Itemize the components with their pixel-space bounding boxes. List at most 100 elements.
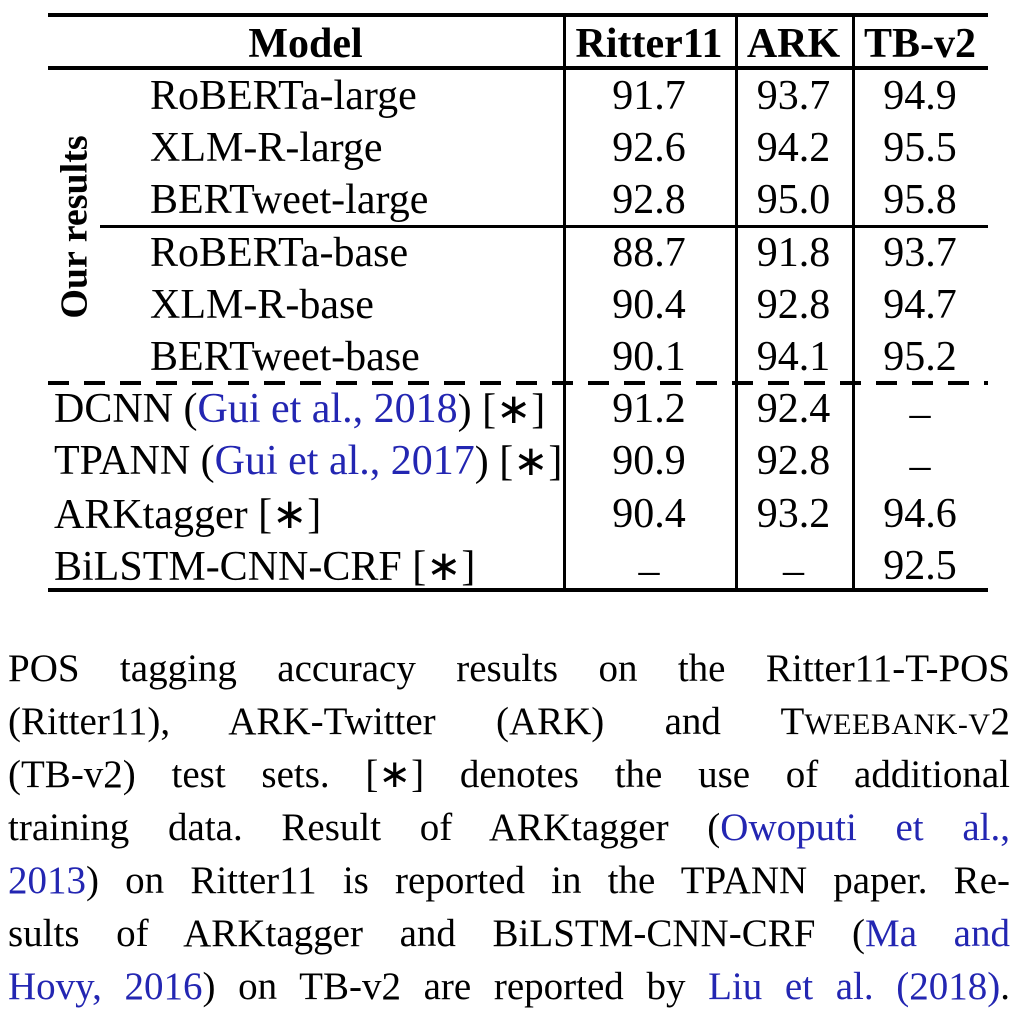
score-cell: 91.2 (563, 383, 735, 435)
caption-line: Hovy, 2016) on TB-v2 are reported by Liu… (8, 960, 1010, 1013)
model-name-cell: ARKtagger [∗] (48, 488, 563, 540)
score-cell: 95.5 (852, 122, 988, 174)
citation-link[interactable]: Owoputi et al., (720, 806, 1010, 849)
score-cell-empty: – (852, 435, 988, 489)
score-value: 94.9 (883, 73, 957, 120)
caption-line: training data. Result of ARKtagger (Owop… (8, 801, 1010, 854)
column-divider-3 (852, 13, 855, 592)
model-name-cell: TPANN (Gui et al., 2017) [∗] (48, 435, 563, 487)
score-cell: 95.2 (852, 331, 988, 383)
text-segment (874, 965, 897, 1008)
score-cell: 92.5 (852, 540, 988, 592)
text-segment: ) [∗] (474, 439, 563, 486)
text-segment: (TB-v2) test sets. [∗] denotes the use o… (8, 753, 1010, 796)
score-cell: 88.7 (563, 227, 735, 279)
score-cell: 94.1 (735, 331, 852, 383)
header-cell-model: Model (248, 20, 363, 67)
table-top-rule (48, 13, 988, 17)
text-segment: POS tagging accuracy results on the Ritt… (8, 647, 1010, 690)
text-segment: ) on Ritter11 is reported in the TPANN p… (86, 859, 1010, 902)
header-cell-ritter11: Ritter11 (575, 20, 723, 67)
score-value: 95.0 (756, 177, 831, 224)
score-value: 93.7 (883, 229, 957, 276)
text-segment: XLM-R-base (150, 281, 374, 328)
text-segment: (Ritter11), ARK-Twitter (ARK) and T (8, 700, 805, 743)
score-cell: 92.8 (735, 279, 852, 331)
score-value: 95.2 (883, 334, 957, 381)
text-segment: training data. Result of ARKtagger ( (8, 806, 721, 849)
score-cell-empty: – (563, 540, 735, 594)
score-value: 93.2 (756, 490, 831, 537)
score-value: 90.4 (612, 490, 686, 537)
score-cell: 93.7 (735, 70, 852, 122)
text-segment: XLM-R-large (150, 125, 383, 172)
score-value: 94.2 (756, 125, 831, 172)
score-value: 95.8 (883, 177, 957, 224)
score-cell: 90.1 (563, 331, 735, 383)
score-value: 92.8 (612, 177, 686, 224)
citation-link[interactable]: Gui et al., 2018 (197, 386, 458, 433)
header-rule (48, 66, 988, 70)
text-segment: sults of ARKtagger and BiLSTM-CNN-CRF ( (8, 912, 866, 955)
score-value: 90.1 (612, 334, 686, 381)
score-value: 91.8 (756, 229, 831, 276)
model-name-cell: RoBERTa-large (48, 70, 563, 122)
model-name-cell: DCNN (Gui et al., 2018) [∗] (48, 383, 563, 435)
caption-line: (Ritter11), ARK-Twitter (ARK) and TWEEBA… (8, 695, 1010, 748)
text-segment: BERTweet-base (150, 334, 420, 381)
large-base-midrule (100, 225, 988, 228)
score-cell-empty: – (735, 540, 852, 594)
text-segment: RoBERTa-base (150, 229, 409, 276)
results-table: Model Ritter11 ARK TB-v2 RoBERTa-large 91.7 93… (48, 13, 988, 594)
score-cell: 93.2 (735, 488, 852, 540)
citation-link[interactable]: Hovy, 2016 (8, 965, 203, 1008)
table-caption: POS tagging accuracy results on the Ritt… (8, 642, 1010, 1013)
score-value: 92.6 (612, 125, 686, 172)
caption-line: (TB-v2) test sets. [∗] denotes the use o… (8, 748, 1010, 801)
text-segment: WEEBANK-V (804, 708, 991, 741)
score-value: 91.2 (612, 386, 686, 433)
header-cell-tb-v2: TB-v2 (863, 20, 976, 67)
score-value: 88.7 (612, 229, 686, 276)
score-cell: 90.4 (563, 488, 735, 540)
column-divider-2 (735, 13, 738, 592)
citation-link[interactable]: Liu et al. (708, 965, 874, 1008)
column-divider-1 (563, 13, 566, 592)
text-segment: RoBERTa-large (150, 73, 417, 120)
missing-value-dash: – (638, 547, 660, 594)
missing-value-dash: – (909, 391, 931, 438)
score-cell: 94.6 (852, 488, 988, 540)
citation-link[interactable]: Gui et al., 2017 (214, 438, 475, 485)
text-segment: ) [∗] (457, 387, 546, 434)
text-segment: 2 (990, 700, 1011, 743)
score-value: 92.4 (756, 386, 831, 433)
score-value: 95.5 (883, 125, 957, 172)
row-group-label: Our results (48, 70, 102, 383)
model-name-cell: BERTweet-large (48, 174, 563, 226)
model-name-cell: BiLSTM-CNN-CRF [∗] (48, 540, 563, 592)
score-cell-empty: – (852, 383, 988, 438)
text-segment: DCNN ( (54, 386, 198, 433)
score-cell: 92.8 (563, 174, 735, 226)
score-value: 94.7 (883, 281, 957, 328)
caption-line: sults of ARKtagger and BiLSTM-CNN-CRF (M… (8, 907, 1010, 960)
caption-line: 2013) on Ritter11 is reported in the TPA… (8, 854, 1010, 907)
score-cell: 90.9 (563, 435, 735, 487)
score-value: 92.8 (756, 438, 831, 485)
dashed-separator (48, 381, 988, 385)
score-cell: 92.4 (735, 383, 852, 435)
citation-link[interactable]: (2018) (896, 965, 1001, 1008)
score-value: 93.7 (756, 73, 831, 120)
score-value: 92.5 (883, 542, 957, 589)
score-cell: 95.8 (852, 174, 988, 226)
citation-link[interactable]: Ma and (865, 912, 1010, 955)
score-value: 94.6 (883, 490, 957, 537)
model-name-cell: XLM-R-base (48, 279, 563, 331)
table-bottom-rule (48, 588, 988, 592)
score-value: 90.9 (612, 438, 686, 485)
citation-link[interactable]: 2013 (8, 859, 86, 902)
score-cell: 94.7 (852, 279, 988, 331)
text-segment: TPANN ( (54, 438, 215, 485)
text-segment: BERTweet-large (150, 177, 429, 224)
score-value: 92.8 (756, 281, 831, 328)
